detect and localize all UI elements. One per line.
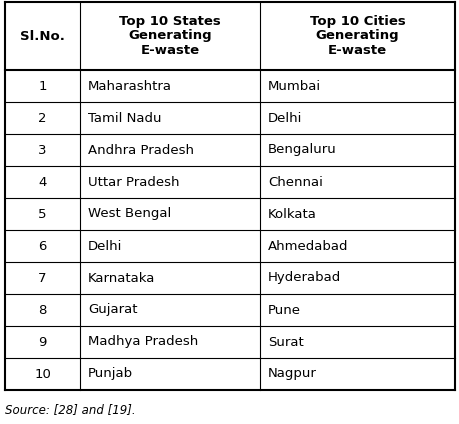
Text: 7: 7 [38,271,47,285]
Text: Nagpur: Nagpur [268,368,316,380]
Text: 10: 10 [34,368,51,380]
Text: Kolkata: Kolkata [268,207,316,220]
Text: 1: 1 [38,80,47,92]
Text: Madhya Pradesh: Madhya Pradesh [88,335,198,349]
Text: Source: [28] and [19].: Source: [28] and [19]. [5,403,135,416]
Text: Uttar Pradesh: Uttar Pradesh [88,176,179,189]
Text: 5: 5 [38,207,47,220]
Text: Delhi: Delhi [88,240,122,253]
Text: Pune: Pune [268,304,300,316]
Text: Karnataka: Karnataka [88,271,155,285]
Text: Surat: Surat [268,335,303,349]
Text: Bengaluru: Bengaluru [268,143,336,156]
Text: West Bengal: West Bengal [88,207,171,220]
Text: Gujarat: Gujarat [88,304,137,316]
Text: Top 10 States
Generating
E-waste: Top 10 States Generating E-waste [119,14,220,58]
Text: Andhra Pradesh: Andhra Pradesh [88,143,194,156]
Text: Punjab: Punjab [88,368,133,380]
Text: 6: 6 [38,240,46,253]
Text: Chennai: Chennai [268,176,322,189]
Text: Hyderabad: Hyderabad [268,271,341,285]
Text: Tamil Nadu: Tamil Nadu [88,112,161,125]
Text: Sl.No.: Sl.No. [20,30,65,42]
Text: 2: 2 [38,112,47,125]
Text: 3: 3 [38,143,47,156]
Text: Maharashtra: Maharashtra [88,80,172,92]
Text: Mumbai: Mumbai [268,80,320,92]
Text: Delhi: Delhi [268,112,302,125]
Text: 9: 9 [38,335,46,349]
Text: Ahmedabad: Ahmedabad [268,240,348,253]
Text: 8: 8 [38,304,46,316]
Text: Top 10 Cities
Generating
E-waste: Top 10 Cities Generating E-waste [309,14,404,58]
Text: 4: 4 [38,176,46,189]
